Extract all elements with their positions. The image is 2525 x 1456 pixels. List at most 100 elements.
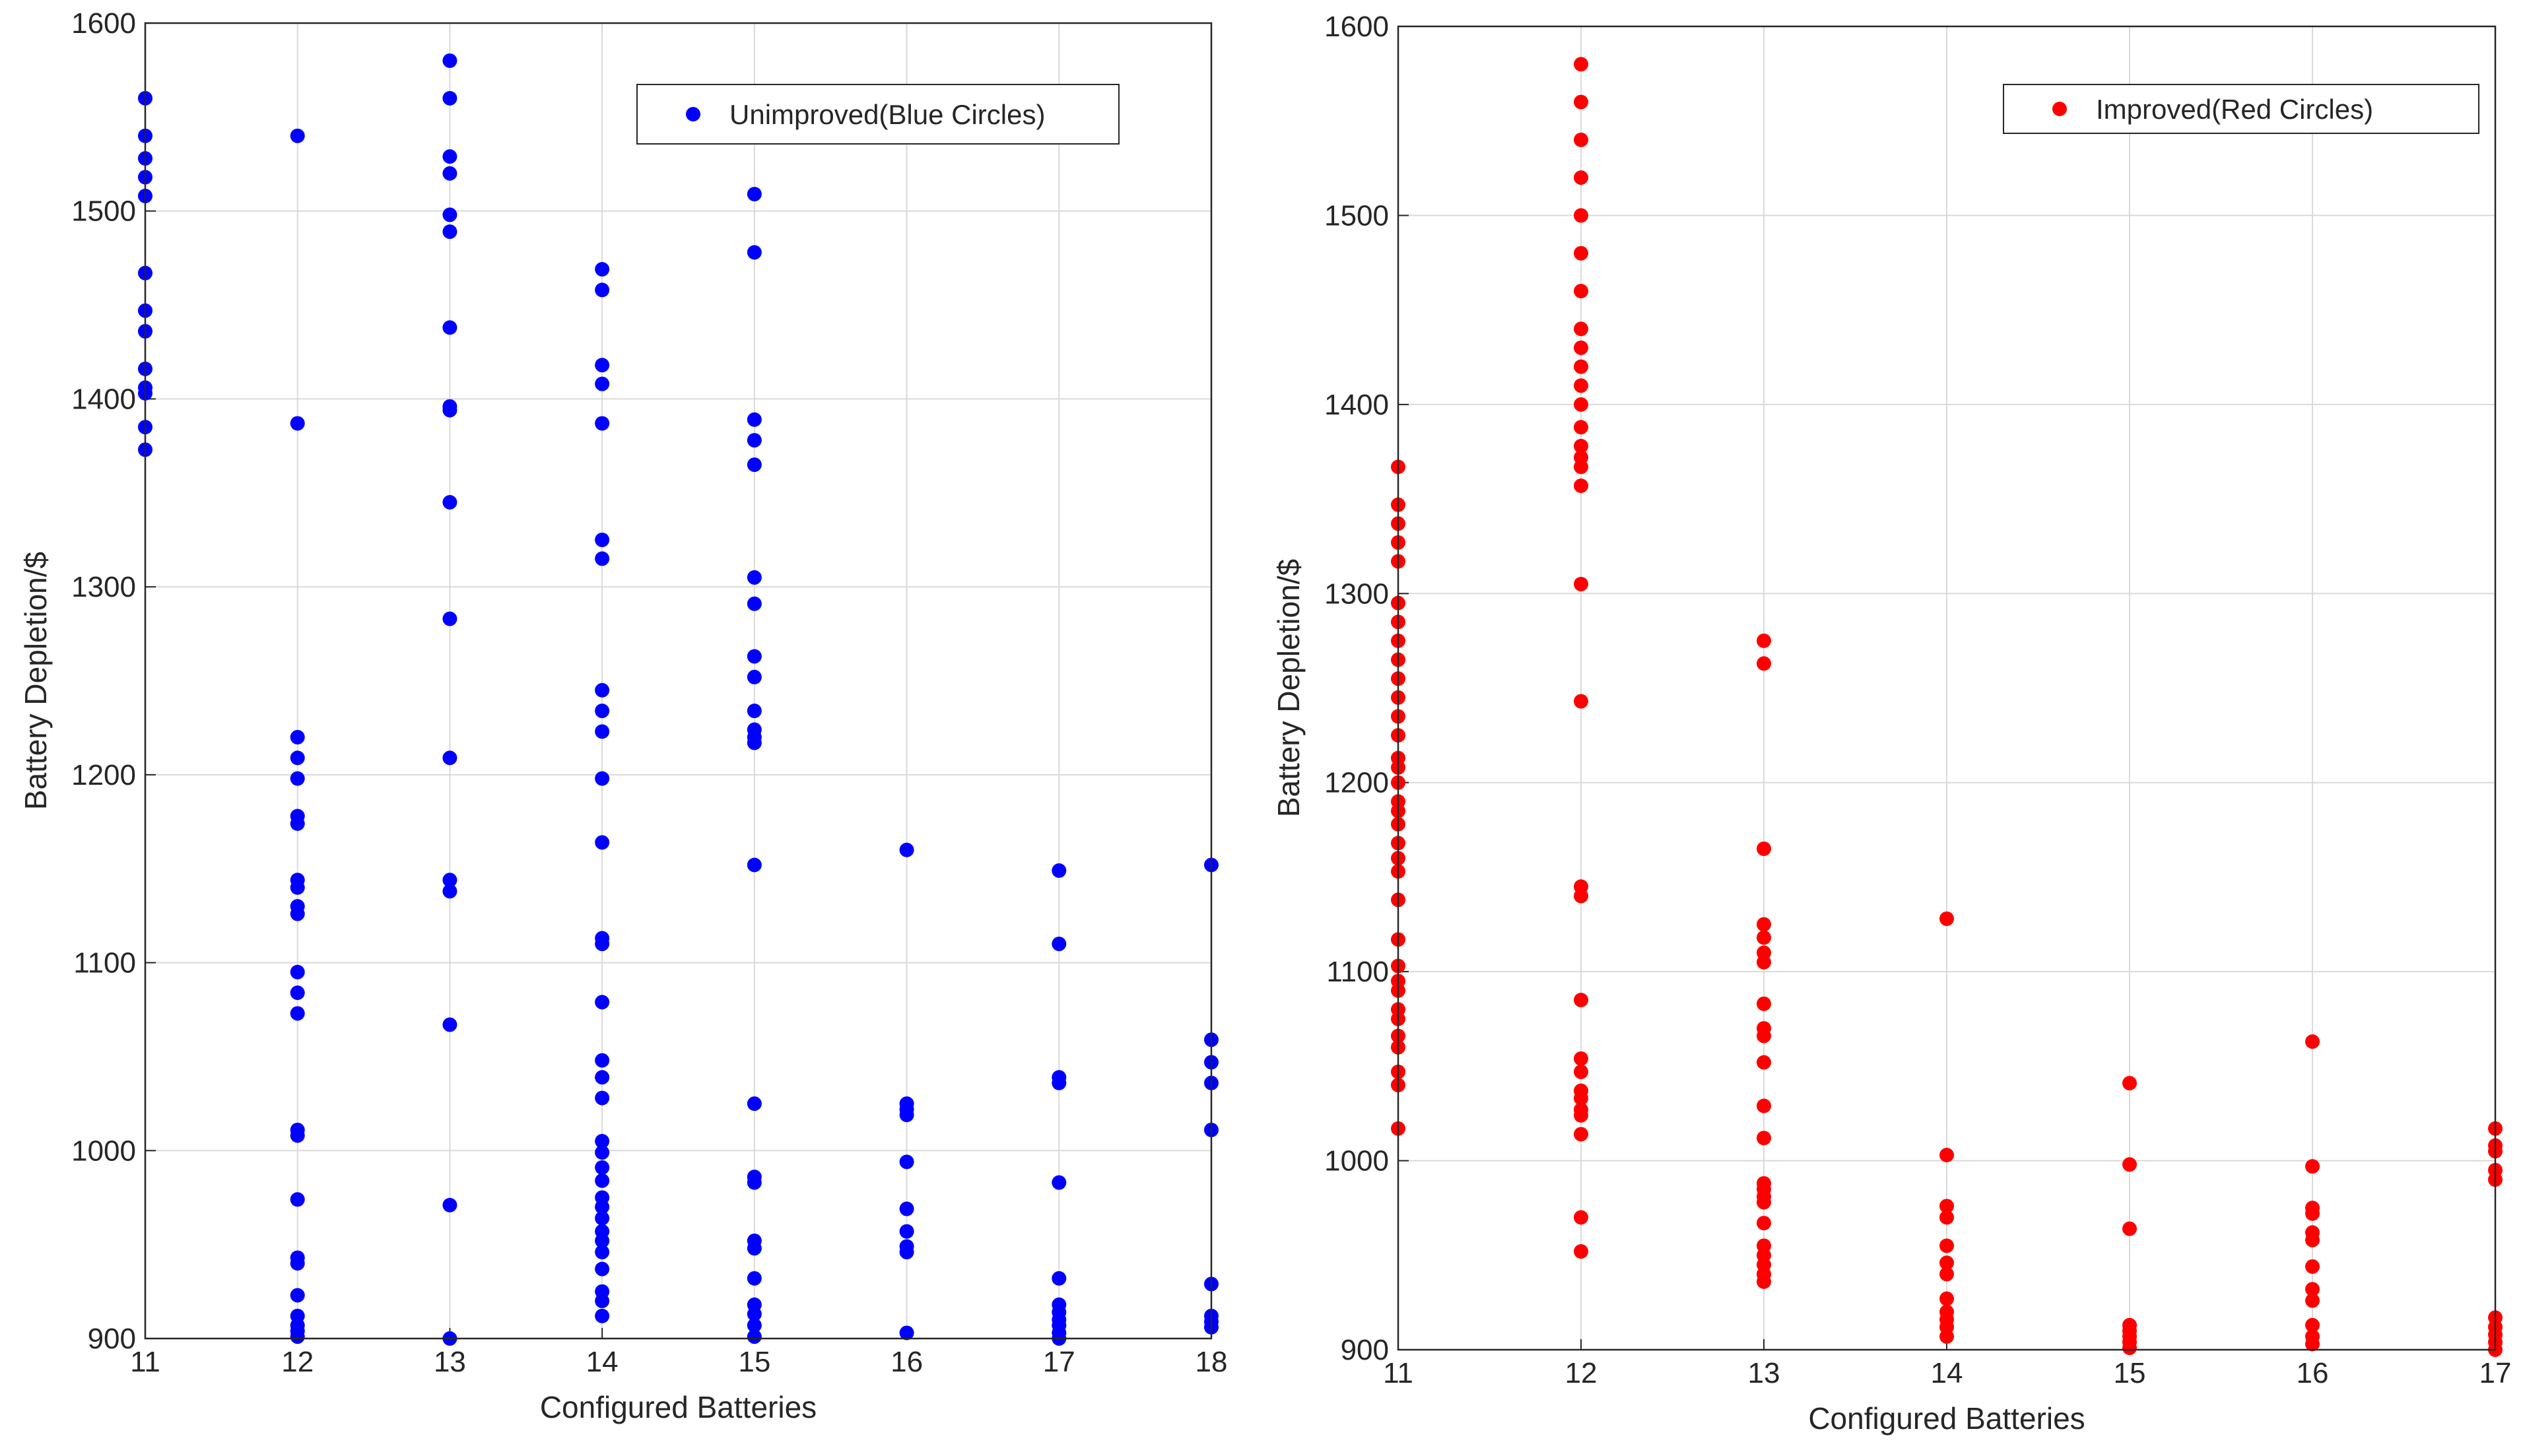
y-tick-label: 900	[88, 1323, 136, 1355]
data-point	[747, 735, 762, 750]
data-point	[595, 682, 610, 698]
data-point	[1052, 863, 1067, 878]
y-tick-label: 900	[1341, 1334, 1389, 1366]
x-tick-label: 12	[1565, 1357, 1598, 1389]
data-point	[747, 457, 762, 473]
legend-marker	[686, 107, 700, 121]
data-point	[2305, 1293, 2320, 1308]
data-point	[595, 282, 610, 298]
data-point	[595, 261, 610, 277]
data-point	[442, 873, 457, 888]
data-point	[1574, 340, 1588, 355]
data-point	[1757, 656, 1771, 671]
data-point	[290, 750, 305, 766]
data-point	[595, 724, 610, 739]
y-tick-label: 1300	[1324, 578, 1389, 610]
x-axis-label: Configured Batteries	[540, 1390, 817, 1424]
data-point	[442, 495, 457, 510]
data-point	[1574, 888, 1588, 904]
data-point	[747, 570, 762, 585]
x-tick-label: 15	[2114, 1357, 2146, 1389]
data-point	[595, 1134, 610, 1149]
y-tick-label: 1400	[71, 383, 136, 415]
data-point	[1939, 1147, 1954, 1162]
data-point	[442, 611, 457, 626]
x-tick-label: 13	[1748, 1357, 1780, 1389]
data-point	[1574, 576, 1588, 591]
data-point	[595, 1294, 610, 1309]
data-point	[442, 320, 457, 335]
data-point	[1757, 1055, 1771, 1070]
data-point	[595, 1261, 610, 1276]
data-point	[1757, 917, 1771, 932]
data-point	[290, 1288, 305, 1303]
data-point	[1939, 1199, 1954, 1214]
plot-frame	[144, 22, 1213, 1340]
y-tick-label: 1600	[71, 7, 136, 40]
y-tick-label: 1200	[1324, 767, 1389, 799]
data-point	[2122, 1157, 2137, 1172]
data-point	[442, 207, 457, 222]
data-point	[1939, 1238, 1954, 1253]
data-point	[899, 1224, 914, 1239]
data-point	[595, 1053, 610, 1068]
data-point	[1574, 694, 1588, 709]
data-point	[899, 1201, 914, 1216]
data-point	[595, 1090, 610, 1106]
data-point	[747, 1271, 762, 1286]
data-point	[1574, 1108, 1588, 1123]
data-point	[595, 551, 610, 566]
data-point	[595, 1070, 610, 1085]
data-point	[290, 729, 305, 745]
data-point	[2122, 1221, 2137, 1236]
data-point	[1574, 132, 1588, 147]
y-tick-label: 1500	[71, 195, 136, 228]
data-point	[442, 1197, 457, 1212]
data-point	[1574, 438, 1588, 453]
data-point	[1574, 1051, 1588, 1066]
data-point	[595, 1210, 610, 1226]
data-point	[290, 416, 305, 431]
data-point	[595, 532, 610, 547]
y-tick-label: 1100	[73, 947, 136, 979]
x-tick-label: 14	[1931, 1357, 1963, 1389]
data-point	[442, 166, 457, 181]
data-point	[1757, 1131, 1771, 1146]
data-point	[442, 403, 457, 418]
y-axis-label: Battery Depletion/$	[18, 552, 53, 810]
data-point	[595, 376, 610, 391]
data-point	[1574, 57, 1588, 72]
data-point	[2305, 1232, 2320, 1247]
data-point	[1757, 954, 1771, 970]
data-point	[2305, 1282, 2320, 1297]
data-point	[442, 884, 457, 899]
data-point	[1574, 170, 1588, 185]
data-point	[747, 1318, 762, 1333]
data-point	[1939, 1267, 1954, 1282]
data-point	[442, 750, 457, 766]
data-point	[595, 1233, 610, 1248]
axis-ticks: 11 12 13 14 15 16 17 900 1000 1100 1200 1300 1400 150…	[1324, 11, 2511, 1389]
data-point	[290, 128, 305, 143]
data-point	[290, 906, 305, 921]
legend-box	[2003, 84, 2479, 134]
y-tick-label: 1000	[1324, 1145, 1389, 1177]
plot-frame	[1397, 25, 2497, 1351]
data-point	[290, 771, 305, 786]
data-point	[899, 1325, 914, 1340]
data-point	[442, 224, 457, 240]
data-point	[747, 1306, 762, 1321]
data-point	[1574, 1091, 1588, 1106]
x-tick-label: 16	[891, 1346, 923, 1378]
data-point	[1939, 1255, 1954, 1271]
data-point	[747, 649, 762, 664]
data-point	[595, 358, 610, 373]
data-point	[290, 964, 305, 979]
data-point	[595, 704, 610, 719]
legend: Unimproved(Blue Circles)	[636, 84, 1120, 145]
data-point	[1574, 321, 1588, 337]
data-point	[595, 937, 610, 952]
data-point	[1574, 208, 1588, 223]
data-point	[595, 1199, 610, 1214]
